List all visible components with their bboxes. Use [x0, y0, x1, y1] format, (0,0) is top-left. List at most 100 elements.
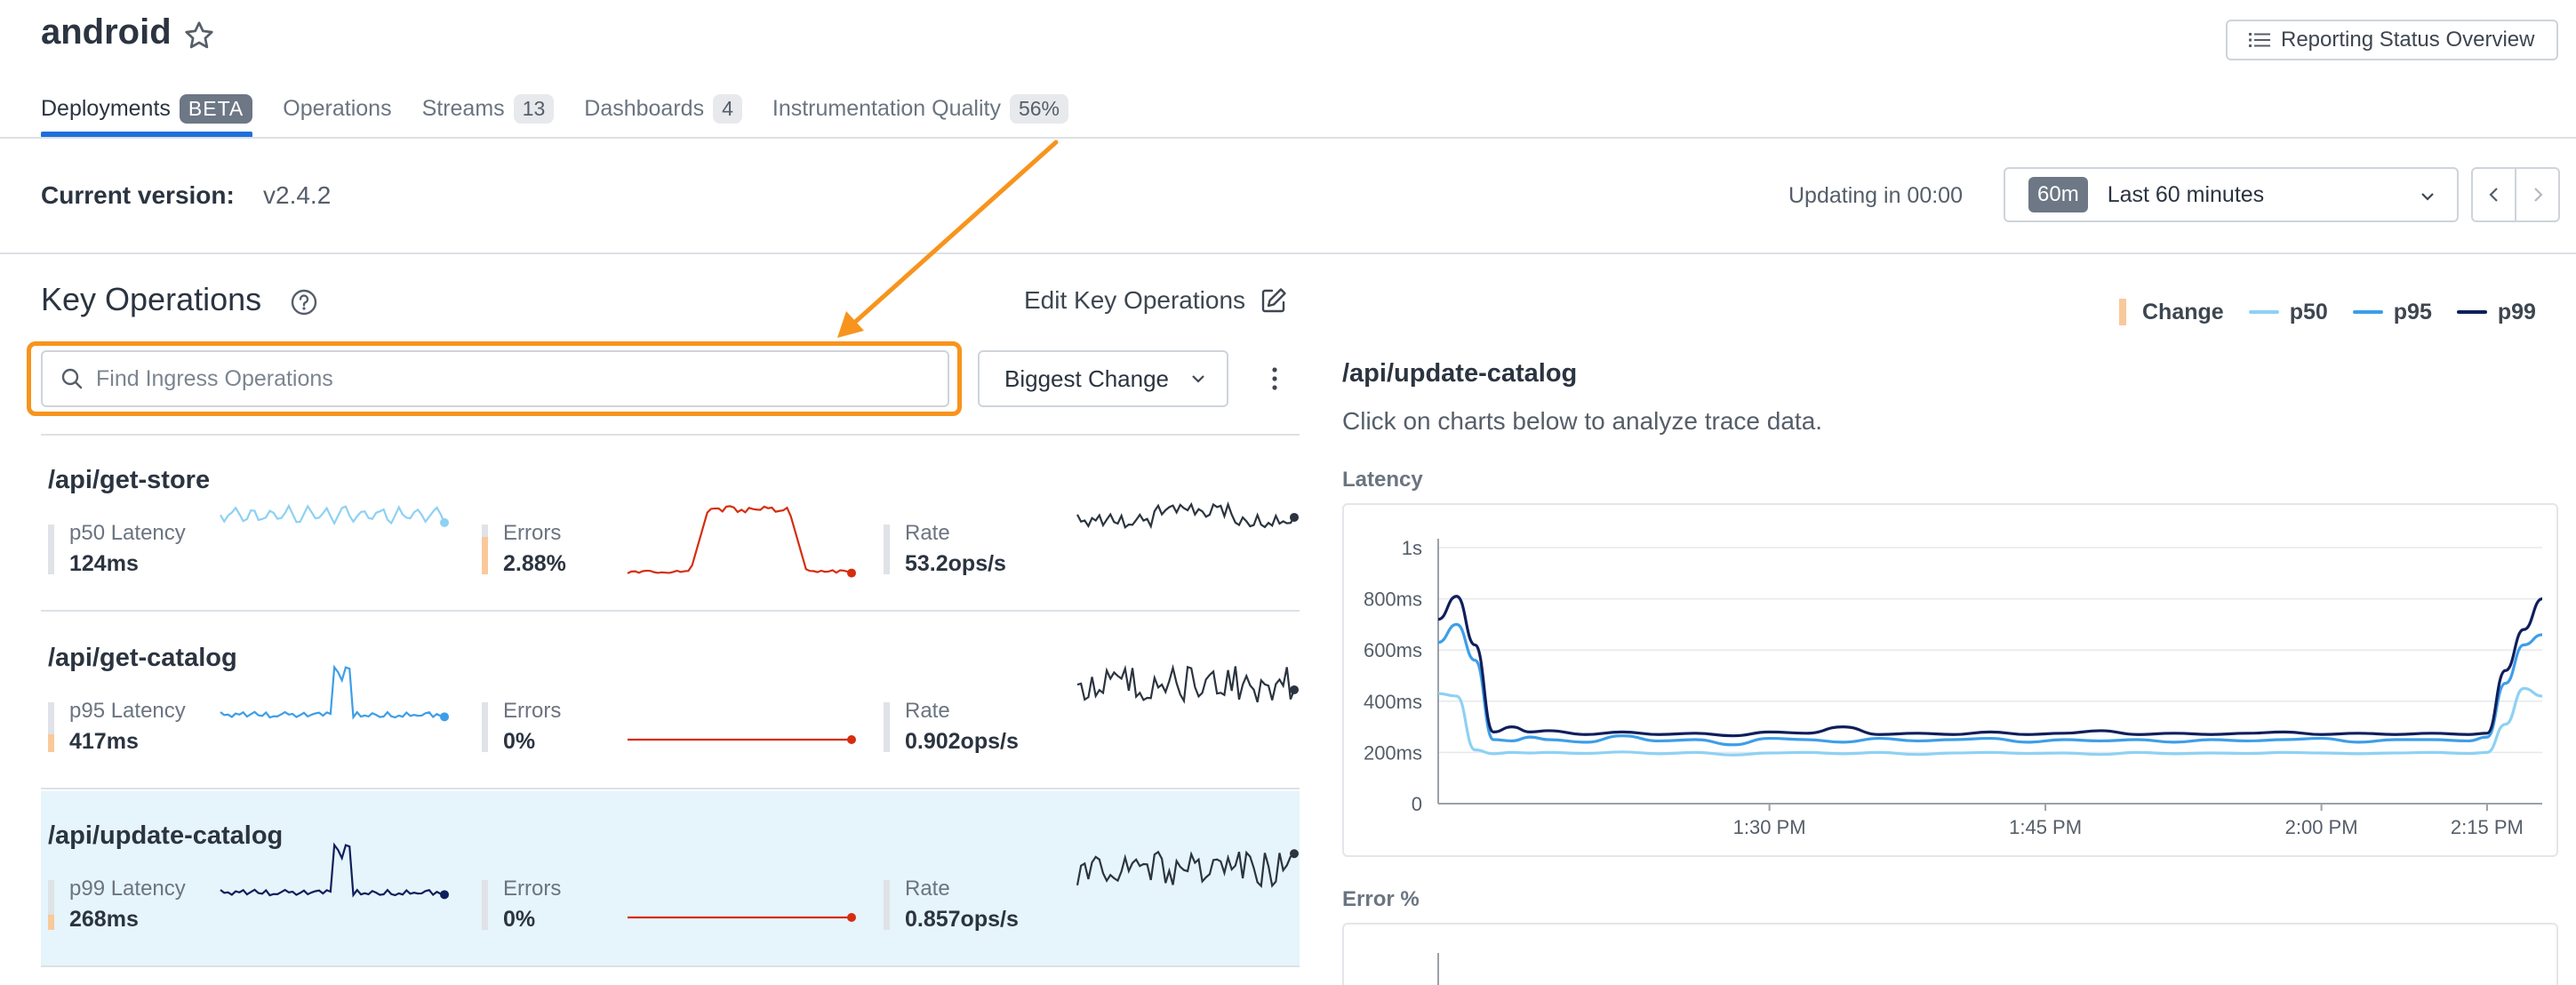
tab-dashboards[interactable]: Dashboards 4 — [584, 91, 742, 126]
rate-sparkline[interactable] — [1074, 660, 1300, 722]
error-chart[interactable] — [1342, 923, 2558, 985]
sparkline-path — [1076, 850, 1295, 888]
rate-sparkline[interactable] — [1074, 494, 1300, 548]
previous-window-button[interactable] — [2473, 169, 2515, 220]
latency-label: p50 Latency — [69, 521, 186, 545]
legend-p95: p95 — [2352, 299, 2432, 325]
quality-badge: 56% — [1009, 93, 1068, 124]
tab-streams[interactable]: Streams 13 — [422, 91, 555, 126]
rate-sparkline[interactable] — [1074, 841, 1300, 903]
legend-change: Change — [2119, 299, 2224, 325]
sparkline-endpoint — [847, 568, 856, 578]
help-icon[interactable] — [290, 288, 318, 316]
errors-sparkline[interactable] — [624, 501, 857, 581]
operation-row[interactable]: /api/get-store p50 Latency 124ms Errors … — [41, 436, 1300, 612]
reporting-status-label: Reporting Status Overview — [2281, 28, 2535, 52]
latency-metric: p99 Latency 268ms — [48, 877, 226, 933]
latency-metric: p95 Latency 417ms — [48, 699, 226, 756]
change-bar — [48, 525, 54, 574]
rate-label: Rate — [905, 699, 950, 723]
beta-badge: BETA — [179, 93, 253, 124]
errors-label: Errors — [503, 699, 562, 723]
tab-operations[interactable]: Operations — [283, 91, 391, 126]
time-range-select[interactable]: 60m Last 60 minutes — [2004, 167, 2459, 222]
rate-metric: Rate 0.857ops/s — [884, 877, 1061, 933]
operation-row-selected[interactable]: /api/update-catalog p99 Latency 268ms Er… — [41, 791, 1300, 967]
reporting-status-overview-button[interactable]: Reporting Status Overview — [2226, 20, 2558, 60]
latency-value: 417ms — [69, 729, 139, 754]
sparkline-path — [627, 505, 852, 574]
legend-p99-label: p99 — [2497, 299, 2536, 324]
y-tick-label: 800ms — [1364, 589, 1422, 611]
search-field[interactable] — [41, 350, 949, 407]
y-tick-label: 200ms — [1364, 741, 1422, 764]
chart-legend: Change p50 p95 p99 — [2119, 299, 2536, 325]
star-icon[interactable] — [183, 20, 215, 52]
x-tick-label: 1:30 PM — [1733, 816, 1806, 838]
operations-list-divider — [41, 434, 1300, 436]
x-tick-label: 1:45 PM — [2009, 816, 2082, 838]
errors-metric: Errors 0% — [482, 699, 660, 756]
sort-label: Biggest Change — [1004, 364, 1170, 392]
edit-key-operations-label: Edit Key Operations — [1024, 286, 1246, 314]
series-line-p50[interactable] — [1437, 686, 2543, 757]
time-range-chip: 60m — [2028, 177, 2088, 212]
y-tick-label: 400ms — [1364, 691, 1422, 713]
change-bar-fill — [48, 734, 54, 752]
error-chart-svg — [1437, 953, 1439, 985]
edit-key-operations-button[interactable]: Edit Key Operations — [1024, 286, 1288, 315]
sparkline-endpoint — [847, 913, 856, 922]
latency-sparkline[interactable] — [217, 836, 450, 907]
latency-value: 124ms — [69, 551, 139, 576]
latency-chart[interactable]: 0 200ms 400ms 600ms 800ms 1s 1:30 PM 1:45 PM 2:0… — [1342, 503, 2558, 857]
latency-sparkline[interactable] — [217, 658, 450, 729]
rate-label: Rate — [905, 877, 950, 901]
time-range-label: Last 60 minutes — [2107, 181, 2265, 207]
search-input[interactable] — [96, 365, 896, 392]
tab-divider — [0, 137, 2576, 139]
chevron-left-icon — [2488, 188, 2498, 202]
current-version-label: Current version: — [41, 181, 235, 209]
x-tick-label: 2:15 PM — [2451, 816, 2524, 838]
latency-chart-svg[interactable]: 0 200ms 400ms 600ms 800ms 1s 1:30 PM 1:45 PM 2:0… — [1344, 505, 2560, 859]
y-tick-label: 600ms — [1364, 639, 1422, 661]
change-bar — [884, 525, 890, 574]
errors-sparkline[interactable] — [624, 720, 857, 756]
tab-instrumentation-quality[interactable]: Instrumentation Quality 56% — [772, 91, 1068, 126]
sort-select[interactable]: Biggest Change — [978, 350, 1228, 407]
errors-value: 2.88% — [503, 551, 566, 576]
latency-chart-label: Latency — [1342, 468, 1423, 492]
change-bar-fill — [482, 537, 488, 574]
change-bar — [482, 702, 488, 752]
sparkline-path — [220, 664, 445, 720]
sparkline-path — [220, 503, 446, 526]
tab-deployments[interactable]: Deployments BETA — [41, 91, 253, 138]
next-window-button[interactable] — [2515, 169, 2558, 220]
error-chart-label: Error % — [1342, 887, 1420, 911]
rate-value: 53.2ops/s — [905, 551, 1006, 576]
legend-p95-label: p95 — [2393, 299, 2432, 324]
operation-name: /api/get-store — [48, 466, 211, 494]
section-divider — [0, 252, 2576, 254]
series-line-p95[interactable] — [1437, 622, 2543, 747]
rate-value: 0.902ops/s — [905, 729, 1019, 754]
rate-metric: Rate 53.2ops/s — [884, 521, 1061, 578]
time-nav — [2471, 167, 2560, 222]
legend-p50: p50 — [2248, 300, 2328, 325]
sparkline-path — [1076, 663, 1296, 704]
sparkline-endpoint — [1290, 685, 1299, 694]
p50-swatch — [2248, 310, 2279, 314]
operation-row[interactable]: /api/get-catalog p95 Latency 417ms Error… — [41, 613, 1300, 789]
more-options-icon[interactable] — [1266, 363, 1284, 395]
errors-sparkline[interactable] — [624, 898, 857, 933]
p99-swatch — [2456, 310, 2487, 314]
change-bar — [884, 880, 890, 930]
errors-value: 0% — [503, 729, 536, 754]
sparkline-endpoint — [847, 735, 856, 744]
sparkline-path — [220, 842, 445, 898]
y-tick-label: 0 — [1412, 793, 1422, 815]
latency-sparkline[interactable] — [217, 491, 450, 544]
series-line-p99[interactable] — [1437, 595, 2543, 738]
tab-label: Streams — [421, 95, 505, 121]
latency-metric: p50 Latency 124ms — [48, 521, 226, 578]
